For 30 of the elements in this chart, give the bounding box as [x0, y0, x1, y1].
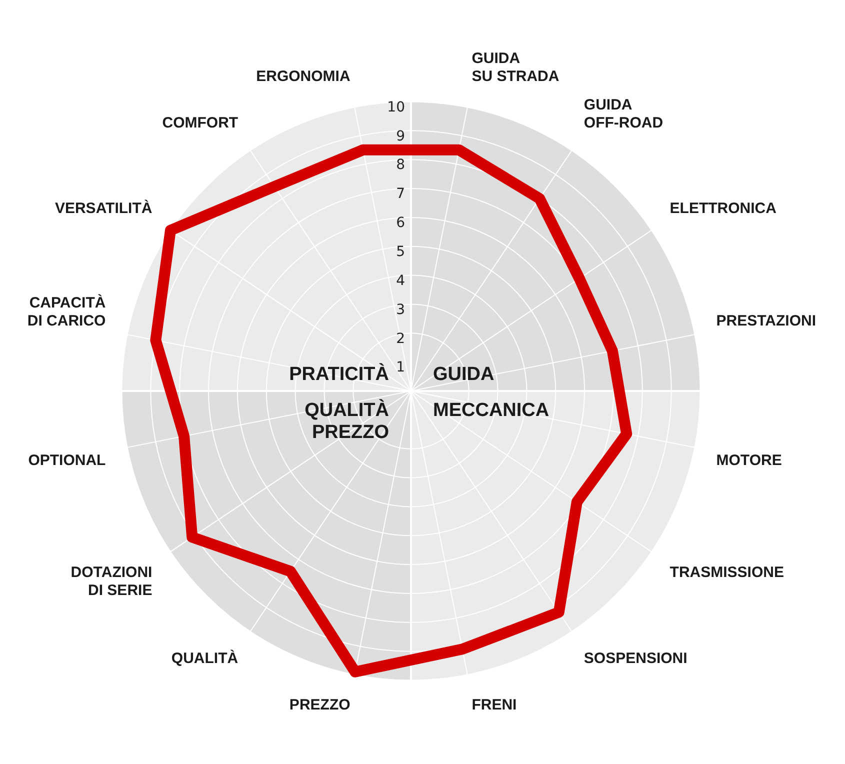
- spoke-label: GUIDA SU STRADA: [472, 50, 560, 85]
- y-tick-label: 1: [396, 360, 405, 376]
- spoke-label: QUALITÀ: [171, 648, 238, 667]
- spoke-label: FRENI: [472, 696, 517, 714]
- spoke-label: PRESTAZIONI: [716, 312, 816, 330]
- y-tick-label: 2: [396, 330, 405, 347]
- spoke-label: MOTORE: [716, 452, 782, 469]
- spoke-label: OPTIONAL: [28, 452, 106, 469]
- spoke-label: VERSATILITÀ: [54, 199, 152, 218]
- y-tick-label: 3: [396, 302, 405, 318]
- spoke-label: PREZZO: [289, 696, 351, 714]
- spoke-label: GUIDA OFF-ROAD: [584, 96, 664, 132]
- spoke-label: CAPACITÀ DI CARICO: [27, 293, 106, 330]
- spoke-label: COMFORT: [162, 114, 238, 132]
- spoke-label: TRASMISSIONE: [670, 564, 784, 582]
- spoke-label: ERGONOMIA: [256, 68, 350, 85]
- text: GUIDA: [433, 364, 494, 386]
- spoke-label: SOSPENSIONI: [584, 650, 688, 667]
- y-tick-label: 8: [396, 157, 405, 174]
- y-tick-label: 7: [396, 186, 405, 202]
- spoke-label: ELETTRONICA: [670, 200, 777, 218]
- spoke-label: DOTAZIONI DI SERIE: [70, 564, 152, 600]
- text: QUALITÀ PREZZO: [304, 399, 390, 444]
- y-tick-label: 5: [396, 244, 405, 260]
- y-tick-label: 6: [396, 215, 406, 232]
- y-tick-label: 9: [396, 128, 405, 144]
- y-tick-label: 10: [387, 99, 405, 116]
- y-tick-label: 4: [396, 272, 406, 289]
- text: PRATICITÀ: [289, 363, 390, 386]
- text: MECCANICA: [433, 400, 550, 422]
